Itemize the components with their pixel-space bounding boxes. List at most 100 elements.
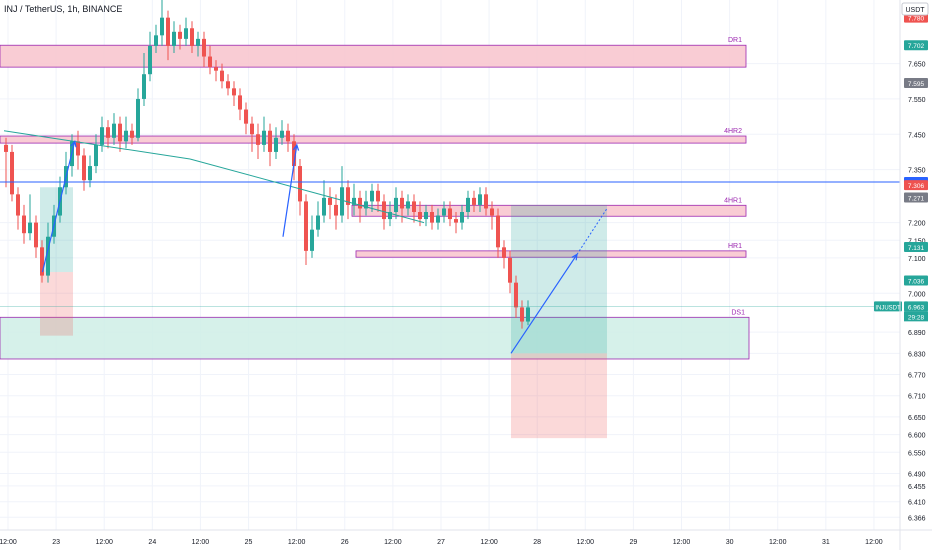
dotted-projection bbox=[576, 208, 608, 255]
candle-body bbox=[196, 38, 200, 46]
time-tick-label: 12:00 bbox=[192, 539, 210, 546]
candle-body bbox=[322, 197, 326, 216]
candle-body bbox=[184, 28, 188, 39]
time-tick-label: 12:00 bbox=[0, 539, 17, 546]
candle-body bbox=[190, 28, 194, 46]
candle-body bbox=[352, 197, 356, 205]
price-tick-label: 6.650 bbox=[908, 415, 926, 422]
time-tick-label: 29 bbox=[630, 539, 638, 546]
price-label-badge bbox=[904, 180, 928, 191]
zone-label: HR1 bbox=[728, 243, 742, 250]
candle-body bbox=[460, 212, 464, 223]
price-axis: 7.650 7.550 7.450 7.350 7.200 7.150 7.100 7.000… bbox=[874, 0, 928, 550]
arrow-head bbox=[70, 139, 77, 148]
price-label-text: 7.271 bbox=[908, 196, 925, 203]
price-tick-label: 6.455 bbox=[908, 484, 926, 491]
candle-body bbox=[148, 45, 152, 75]
time-tick-label: 28 bbox=[533, 539, 541, 546]
price-tick-label: 6.410 bbox=[908, 500, 926, 507]
candle-body bbox=[346, 187, 350, 205]
price-label-text: 6.963 bbox=[908, 304, 925, 311]
candle-body bbox=[106, 127, 110, 138]
price-label-text: 7.595 bbox=[908, 81, 925, 88]
candle-body bbox=[178, 31, 182, 39]
time-tick-label: 12:00 bbox=[673, 539, 691, 546]
candle-body bbox=[292, 141, 296, 167]
price-label-text: 7.131 bbox=[908, 245, 925, 252]
zone-4hr2 bbox=[0, 135, 747, 144]
candle-body bbox=[394, 197, 398, 212]
price-tick-label: 7.650 bbox=[908, 62, 926, 69]
candle-body bbox=[94, 144, 98, 167]
candle-body bbox=[328, 197, 332, 205]
candle-body bbox=[466, 197, 470, 212]
price-tick-label: 6.770 bbox=[908, 373, 926, 380]
price-label-badge bbox=[904, 301, 928, 312]
position-stop-box bbox=[511, 353, 607, 439]
price-tick-label: 6.710 bbox=[908, 394, 926, 401]
candle-body bbox=[10, 151, 14, 195]
time-tick-label: 30 bbox=[726, 539, 734, 546]
time-tick-label: 12:00 bbox=[480, 539, 498, 546]
time-tick-label: 23 bbox=[52, 539, 60, 546]
price-tick-label: 6.830 bbox=[908, 351, 926, 358]
ticker-badge bbox=[874, 301, 902, 312]
candle-body bbox=[496, 215, 500, 248]
trend-line bbox=[3, 130, 191, 160]
time-tick-label: 26 bbox=[341, 539, 349, 546]
price-label-badge bbox=[904, 192, 928, 203]
time-tick-label: 12:00 bbox=[769, 539, 787, 546]
projection-arrow bbox=[282, 144, 298, 237]
candle-body bbox=[142, 74, 146, 99]
price-tick-label: 7.350 bbox=[908, 168, 926, 175]
candle-body bbox=[376, 190, 380, 202]
projection-arrow bbox=[510, 254, 578, 354]
candle-body bbox=[112, 123, 116, 138]
candle-body bbox=[40, 247, 44, 276]
candle-body bbox=[118, 123, 122, 142]
price-tick-label: 6.890 bbox=[908, 330, 926, 337]
candle-body bbox=[238, 95, 242, 110]
projection-arrow bbox=[41, 141, 76, 273]
time-tick-label: 25 bbox=[245, 539, 253, 546]
candle-body bbox=[202, 38, 206, 57]
candle-body bbox=[220, 70, 224, 82]
candle-body bbox=[364, 201, 368, 209]
grid bbox=[0, 0, 900, 530]
price-tick-label: 6.600 bbox=[908, 433, 926, 440]
trend-line bbox=[189, 158, 425, 224]
ticker-label: INJUSDT bbox=[875, 305, 901, 311]
currency-button[interactable]: USDT bbox=[901, 2, 929, 16]
candle-body bbox=[76, 141, 80, 156]
price-label-badge bbox=[904, 241, 928, 252]
candle-body bbox=[388, 212, 392, 220]
candle-body bbox=[478, 194, 482, 205]
price-label-badge bbox=[904, 275, 928, 286]
candle-body bbox=[448, 208, 452, 220]
price-label-badge bbox=[904, 40, 928, 51]
zone-label: 4HR2 bbox=[724, 128, 742, 135]
price-tick-label: 6.366 bbox=[908, 515, 926, 522]
candle-body bbox=[268, 130, 272, 152]
candle-body bbox=[484, 194, 488, 209]
currency-label: USDT bbox=[905, 7, 925, 14]
candle-body bbox=[88, 166, 92, 181]
candle-body bbox=[4, 144, 8, 152]
price-tick-label: 7.150 bbox=[908, 238, 926, 245]
candle-body bbox=[46, 236, 50, 276]
candle-body bbox=[382, 201, 386, 220]
zone-ds1 bbox=[0, 316, 750, 360]
time-tick-label: 24 bbox=[148, 539, 156, 546]
candle-body bbox=[82, 155, 86, 181]
candle-body bbox=[514, 282, 518, 308]
time-tick-label: 12:00 bbox=[384, 539, 402, 546]
candle-body bbox=[430, 212, 434, 223]
candle-body bbox=[250, 123, 254, 135]
candle-body bbox=[214, 67, 218, 71]
candle-body bbox=[166, 17, 170, 46]
candle-body bbox=[436, 215, 440, 223]
candle-body bbox=[400, 197, 404, 209]
price-label-text: 7.306 bbox=[908, 183, 925, 190]
candle-body bbox=[520, 307, 524, 322]
